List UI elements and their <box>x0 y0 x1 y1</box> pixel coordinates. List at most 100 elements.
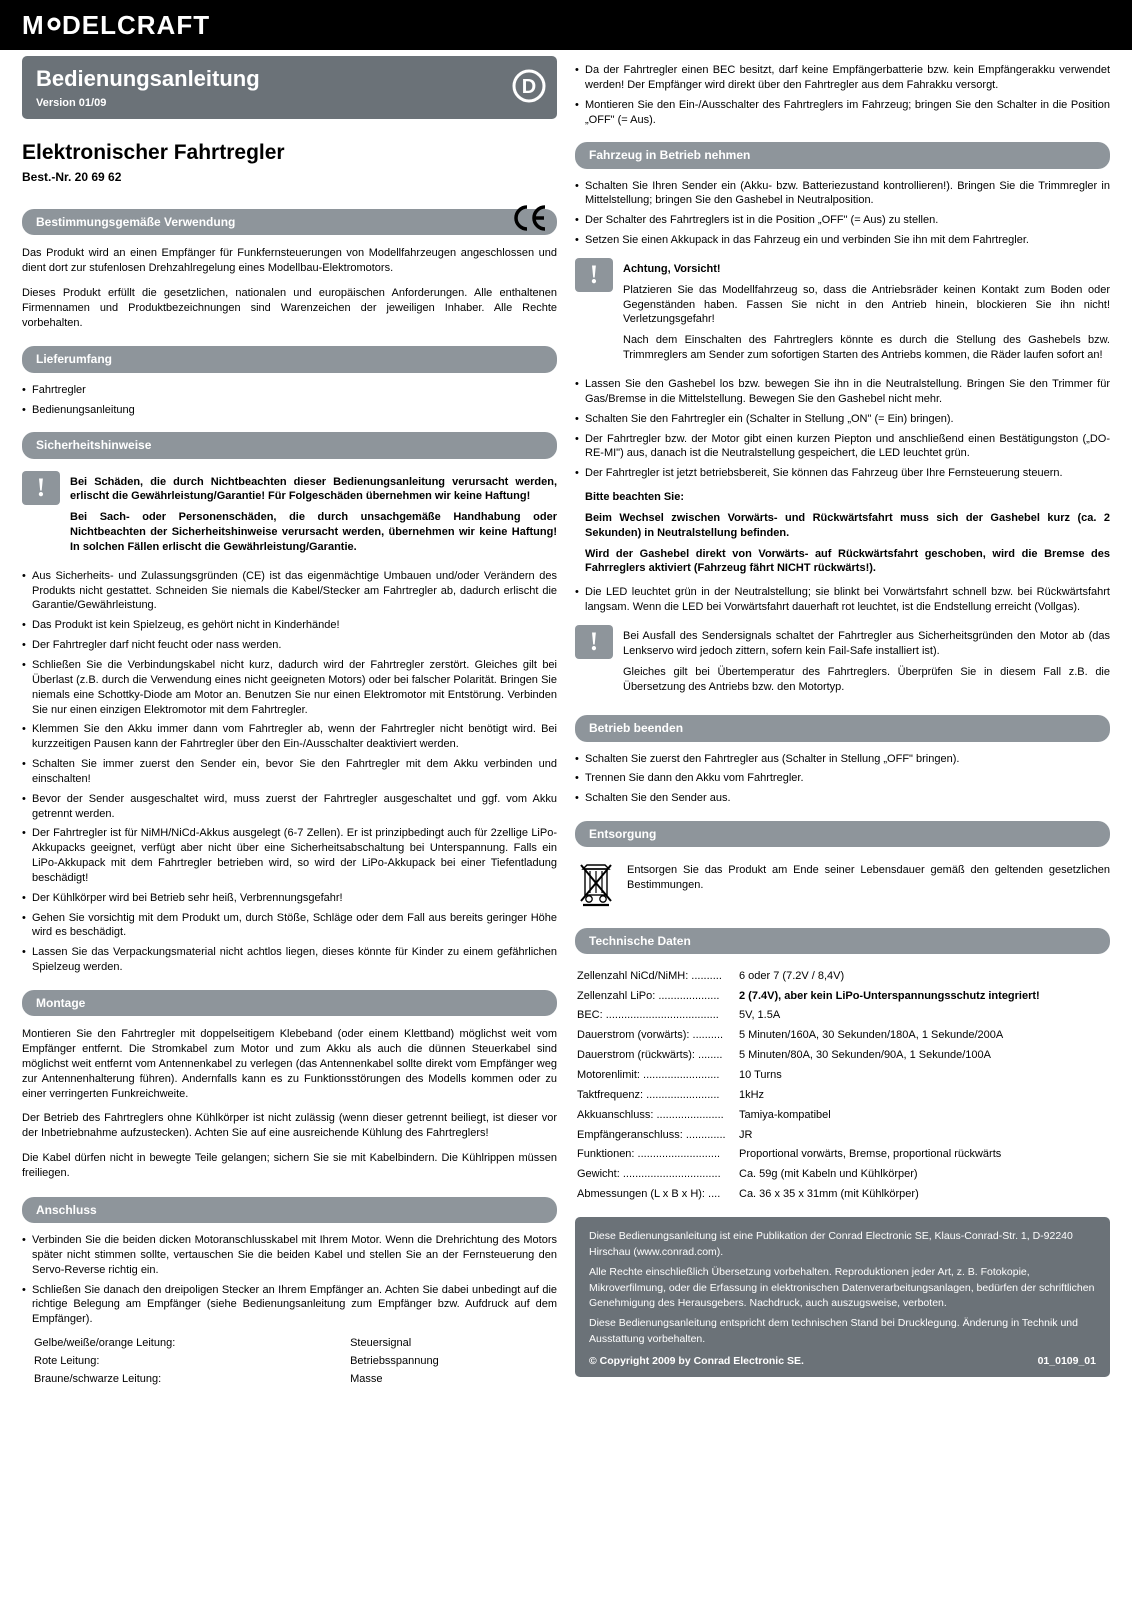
list-item: Die LED leuchtet grün in der Neutralstel… <box>575 585 1110 615</box>
spec-value: 5 Minuten/160A, 30 Sekunden/180A, 1 Seku… <box>739 1027 1108 1045</box>
list-item: Setzen Sie einen Akkupack in das Fahrzeu… <box>575 233 1110 248</box>
right-top-list: Da der Fahrtregler einen BEC besitzt, da… <box>575 60 1110 132</box>
note-title: Bitte beachten Sie: <box>585 490 1110 505</box>
list-item: Schalten Sie den Fahrtregler ein (Schalt… <box>575 412 1110 427</box>
wiring-role: Steuersignal <box>350 1336 555 1352</box>
mounting-p3: Die Kabel dürfen nicht in bewegte Teile … <box>22 1151 557 1181</box>
spec-table: Zellenzahl NiCd/NiMH: ..........6 oder 7… <box>575 965 1110 1205</box>
product-name: Elektronischer Fahrtregler <box>22 139 557 167</box>
footer-p1: Diese Bedienungsanleitung ist eine Publi… <box>589 1229 1096 1261</box>
table-row: Gewicht: ...............................… <box>577 1166 1108 1184</box>
caution-block-2: Bei Ausfall des Sendersignals schaltet d… <box>623 625 1110 700</box>
modelcraft-logo: M DELCRAFT <box>22 10 262 40</box>
exclamation-icon: ! <box>22 471 60 505</box>
table-row: Gelbe/weiße/orange Leitung:Steuersignal <box>34 1336 555 1352</box>
list-item: Schalten Sie zuerst den Fahrtregler aus … <box>575 752 1110 767</box>
spec-value: 6 oder 7 (7.2V / 8,4V) <box>739 967 1108 985</box>
safety-warn-1: Bei Schäden, die durch Nichtbeachten die… <box>70 475 557 505</box>
list-item: Gehen Sie vorsichtig mit dem Produkt um,… <box>22 911 557 941</box>
caution2-p1: Bei Ausfall des Sendersignals schaltet d… <box>623 629 1110 659</box>
wiring-role: Masse <box>350 1372 555 1388</box>
scope-list: FahrtreglerBedienungsanleitung <box>22 380 557 423</box>
list-item: Schalten Sie den Sender aus. <box>575 791 1110 806</box>
table-row: Dauerstrom (vorwärts): ..........5 Minut… <box>577 1027 1108 1045</box>
list-item: Verbinden Sie die beiden dicken Motorans… <box>22 1233 557 1278</box>
version-label: Version 01/09 <box>22 96 557 119</box>
disposal-text: Entsorgen Sie das Produkt am Ende seiner… <box>627 863 1110 893</box>
list-item: Lassen Sie den Gashebel los bzw. bewegen… <box>575 377 1110 407</box>
table-row: Motorenlimit: .........................1… <box>577 1067 1108 1085</box>
spec-key: Dauerstrom (vorwärts): .......... <box>577 1027 737 1045</box>
list-item: Schließen Sie die Verbindungskabel nicht… <box>22 658 557 717</box>
shutdown-list: Schalten Sie zuerst den Fahrtregler aus … <box>575 749 1110 812</box>
table-row: Braune/schwarze Leitung:Masse <box>34 1372 555 1388</box>
caution-block-1: Achtung, Vorsicht! Platzieren Sie das Mo… <box>623 258 1110 369</box>
table-row: Zellenzahl NiCd/NiMH: ..........6 oder 7… <box>577 967 1108 985</box>
wiring-role: Betriebsspannung <box>350 1354 555 1370</box>
left-column: Bedienungsanleitung Version 01/09 D Elek… <box>22 56 557 1390</box>
list-item: Fahrtregler <box>22 383 557 398</box>
caution-p2: Nach dem Einschalten des Fahrtreglers kö… <box>623 333 1110 363</box>
wiring-lead: Gelbe/weiße/orange Leitung: <box>34 1336 348 1352</box>
manual-title: Bedienungsanleitung <box>22 56 557 96</box>
section-connection: Anschluss <box>22 1197 557 1223</box>
section-disposal: Entsorgung <box>575 821 1110 847</box>
table-row: Rote Leitung:Betriebsspannung <box>34 1354 555 1370</box>
spec-key: Abmessungen (L x B x H): .... <box>577 1186 737 1204</box>
list-item: Schalten Sie Ihren Sender ein (Akku- bzw… <box>575 179 1110 209</box>
operation-list-3: Die LED leuchtet grün in der Neutralstel… <box>575 582 1110 620</box>
section-intended-use: Bestimmungsgemäße Verwendung <box>22 209 557 235</box>
list-item: Der Schalter des Fahrtreglers ist in die… <box>575 213 1110 228</box>
table-row: Taktfrequenz: ........................1k… <box>577 1086 1108 1104</box>
section-operation: Fahrzeug in Betrieb nehmen <box>575 142 1110 168</box>
svg-text:M: M <box>22 10 45 40</box>
operation-list-1: Schalten Sie Ihren Sender ein (Akku- bzw… <box>575 176 1110 253</box>
list-item: Trennen Sie dann den Akku vom Fahrtregle… <box>575 771 1110 786</box>
list-item: Klemmen Sie den Akku immer dann vom Fahr… <box>22 722 557 752</box>
spec-value: JR <box>739 1126 1108 1144</box>
caution-p1: Platzieren Sie das Modellfahrzeug so, da… <box>623 283 1110 328</box>
spec-value: Ca. 36 x 35 x 31mm (mit Kühlkörper) <box>739 1186 1108 1204</box>
list-item: Montieren Sie den Ein-/Ausschalter des F… <box>575 98 1110 128</box>
list-item: Aus Sicherheits- und Zulassungsgründen (… <box>22 569 557 614</box>
table-row: Funktionen: ...........................P… <box>577 1146 1108 1164</box>
note-p2: Wird der Gashebel direkt von Vorwärts- a… <box>585 547 1110 577</box>
spec-key: Motorenlimit: ......................... <box>577 1067 737 1085</box>
operation-list-2: Lassen Sie den Gashebel los bzw. bewegen… <box>575 374 1110 486</box>
intended-use-p2: Dieses Produkt erfüllt die gesetzlichen,… <box>22 286 557 331</box>
list-item: Schließen Sie danach den dreipoligen Ste… <box>22 1283 557 1328</box>
caution-title: Achtung, Vorsicht! <box>623 262 1110 277</box>
list-item: Der Fahrtregler ist jetzt betriebsbereit… <box>575 466 1110 481</box>
spec-value: 1kHz <box>739 1086 1108 1104</box>
spec-value: 5V, 1.5A <box>739 1007 1108 1025</box>
list-item: Da der Fahrtregler einen BEC besitzt, da… <box>575 63 1110 93</box>
list-item: Bevor der Sender ausgeschaltet wird, mus… <box>22 792 557 822</box>
mounting-p1: Montieren Sie den Fahrtregler mit doppel… <box>22 1027 557 1101</box>
product-header: Elektronischer Fahrtregler Best.-Nr. 20 … <box>22 133 557 200</box>
table-row: Abmessungen (L x B x H): ....Ca. 36 x 35… <box>577 1186 1108 1204</box>
note-p1: Beim Wechsel zwischen Vorwärts- und Rück… <box>585 511 1110 541</box>
spec-key: Gewicht: ...............................… <box>577 1166 737 1184</box>
language-badge-d: D <box>511 68 547 104</box>
wiring-table: Gelbe/weiße/orange Leitung:Steuersignal R… <box>32 1334 557 1390</box>
table-row: BEC: ...................................… <box>577 1007 1108 1025</box>
section-scope: Lieferumfang <box>22 346 557 372</box>
spec-value: 5 Minuten/80A, 30 Sekunden/90A, 1 Sekund… <box>739 1047 1108 1065</box>
spec-key: Zellenzahl NiCd/NiMH: .......... <box>577 967 737 985</box>
spec-key: Taktfrequenz: ........................ <box>577 1086 737 1104</box>
footer-p2: Alle Rechte einschließlich Übersetzung v… <box>589 1265 1096 1312</box>
svg-text:D: D <box>522 76 536 98</box>
spec-key: BEC: ...................................… <box>577 1007 737 1025</box>
list-item: Der Fahrtregler ist für NiMH/NiCd-Akkus … <box>22 826 557 885</box>
spec-key: Akkuanschluss: ...................... <box>577 1106 737 1124</box>
title-block: Bedienungsanleitung Version 01/09 D <box>22 56 557 119</box>
spec-key: Empfängeranschluss: ............. <box>577 1126 737 1144</box>
table-row: Dauerstrom (rückwärts): ........5 Minute… <box>577 1047 1108 1065</box>
list-item: Der Fahrtregler darf nicht feucht oder n… <box>22 638 557 653</box>
wiring-lead: Braune/schwarze Leitung: <box>34 1372 348 1388</box>
intended-use-p1: Das Produkt wird an einen Empfänger für … <box>22 246 557 276</box>
spec-key: Zellenzahl LiPo: .................... <box>577 987 737 1005</box>
safety-warning-block: Bei Schäden, die durch Nichtbeachten die… <box>70 471 557 561</box>
safety-list: Aus Sicherheits- und Zulassungsgründen (… <box>22 566 557 980</box>
table-row: Akkuanschluss: ......................Tam… <box>577 1106 1108 1124</box>
